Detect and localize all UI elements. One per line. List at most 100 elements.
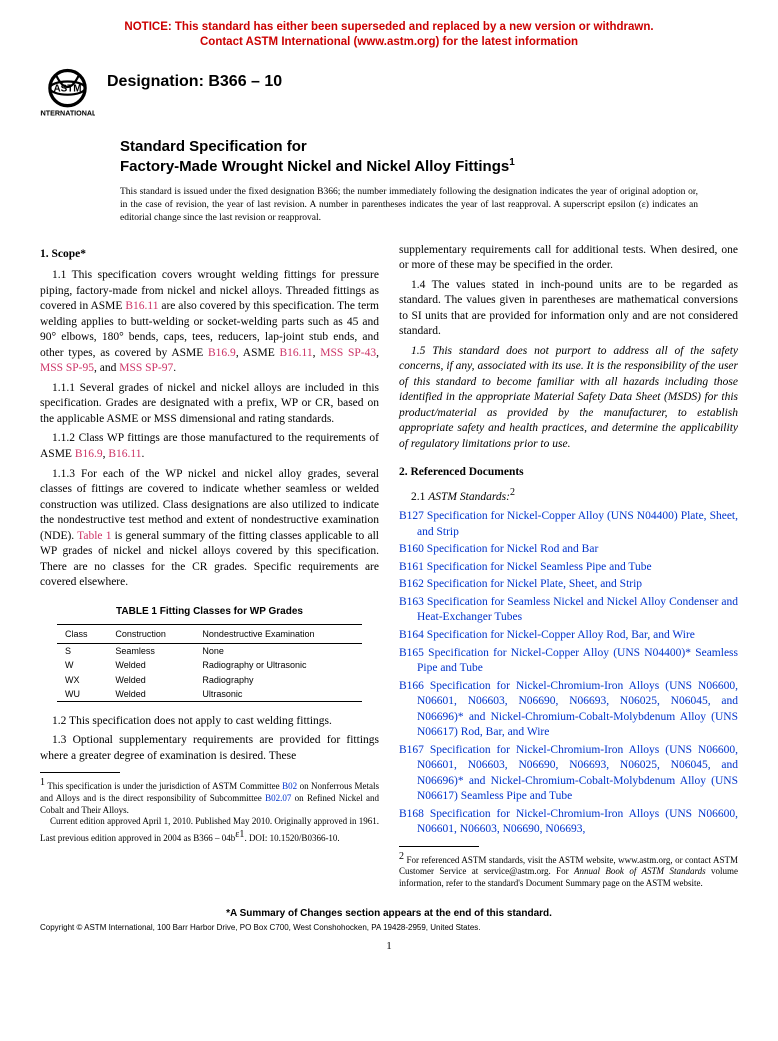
reference-title[interactable]: Specification for Nickel Plate, Sheet, a… <box>424 578 642 590</box>
reference-code-link[interactable]: B161 <box>399 561 424 573</box>
link-b1611b[interactable]: B16.11 <box>280 347 313 359</box>
reference-title[interactable]: Specification for Nickel-Chromium-Iron A… <box>417 744 738 803</box>
notice-line2: Contact ASTM International (www.astm.org… <box>200 36 578 48</box>
table-1-title: TABLE 1 Fitting Classes for WP Grades <box>40 605 379 619</box>
table-header-row: Class Construction Nondestructive Examin… <box>57 625 362 644</box>
table-cell: Welded <box>107 687 194 702</box>
designation: Designation: B366 – 10 <box>107 65 282 91</box>
table-cell: None <box>194 644 362 659</box>
reference-item: B160 Specification for Nickel Rod and Ba… <box>399 542 738 558</box>
svg-text:ASTM: ASTM <box>53 83 81 94</box>
table-cell: Welded <box>107 658 194 672</box>
reference-title[interactable]: Specification for Seamless Nickel and Ni… <box>417 596 738 624</box>
reference-code-link[interactable]: B165 <box>399 647 424 659</box>
table-cell: S <box>57 644 107 659</box>
reference-title[interactable]: Specification for Nickel Seamless Pipe a… <box>424 561 652 573</box>
table-row: WXWeldedRadiography <box>57 673 362 687</box>
para-1-2: 1.2 This specification does not apply to… <box>40 714 379 730</box>
link-table1[interactable]: Table 1 <box>77 530 111 542</box>
link-b1611c[interactable]: B16.11 <box>108 448 141 460</box>
svg-text:INTERNATIONAL: INTERNATIONAL <box>40 109 95 117</box>
right-column: supplementary requirements call for addi… <box>399 243 738 890</box>
reference-code-link[interactable]: B167 <box>399 744 424 756</box>
reference-item: B164 Specification for Nickel-Copper All… <box>399 628 738 644</box>
footnote-rule <box>40 772 120 773</box>
reference-title[interactable]: Specification for Nickel Rod and Bar <box>424 543 598 555</box>
reference-code-link[interactable]: B127 <box>399 510 424 522</box>
table-cell: Seamless <box>107 644 194 659</box>
notice-line1: NOTICE: This standard has either been su… <box>124 21 653 33</box>
page: NOTICE: This standard has either been su… <box>0 0 778 972</box>
reference-item: B161 Specification for Nickel Seamless P… <box>399 560 738 576</box>
th-nde: Nondestructive Examination <box>194 625 362 644</box>
page-number: 1 <box>40 940 738 952</box>
link-b0207[interactable]: B02.07 <box>265 793 291 803</box>
section-2-head: 2. Referenced Documents <box>399 465 738 481</box>
reference-code-link[interactable]: B163 <box>399 596 424 608</box>
reference-item: B165 Specification for Nickel-Copper All… <box>399 646 738 677</box>
para-1-1-1: 1.1.1 Several grades of nickel and nicke… <box>40 381 379 428</box>
footnote-1: 1 This specification is under the jurisd… <box>40 776 379 816</box>
table-1: Class Construction Nondestructive Examin… <box>57 624 362 702</box>
fixed-designation-note: This standard is issued under the fixed … <box>120 186 698 224</box>
table-cell: Ultrasonic <box>194 687 362 702</box>
table-row: WUWeldedUltrasonic <box>57 687 362 702</box>
copyright-line: Copyright © ASTM International, 100 Barr… <box>40 923 738 932</box>
reference-title[interactable]: Specification for Nickel-Copper Alloy (U… <box>417 510 738 538</box>
reference-title[interactable]: Specification for Nickel-Copper Alloy (U… <box>417 647 738 675</box>
para-1-4: 1.4 The values stated in inch-pound unit… <box>399 278 738 340</box>
th-class: Class <box>57 625 107 644</box>
reference-code-link[interactable]: B160 <box>399 543 424 555</box>
table-cell: W <box>57 658 107 672</box>
reference-item: B166 Specification for Nickel-Chromium-I… <box>399 679 738 741</box>
reference-code-link[interactable]: B164 <box>399 629 424 641</box>
footnote-1b: Current edition approved April 1, 2010. … <box>40 816 379 844</box>
reference-item: B167 Specification for Nickel-Chromium-I… <box>399 743 738 805</box>
header-row: INTERNATIONAL ASTM Designation: B366 – 1… <box>40 65 738 120</box>
reference-item: B168 Specification for Nickel-Chromium-I… <box>399 807 738 838</box>
summary-of-changes: *A Summary of Changes section appears at… <box>40 908 738 919</box>
table-row: WWeldedRadiography or Ultrasonic <box>57 658 362 672</box>
para-1-3: 1.3 Optional supplementary requirements … <box>40 733 379 764</box>
title-block: Standard Specification for Factory-Made … <box>120 138 738 177</box>
th-construction: Construction <box>107 625 194 644</box>
reference-item: B127 Specification for Nickel-Copper All… <box>399 509 738 540</box>
footnote-rule-2 <box>399 846 479 847</box>
notice-banner: NOTICE: This standard has either been su… <box>40 20 738 50</box>
para-2-1: 2.1 ASTM Standards:2 <box>399 486 738 505</box>
link-b02[interactable]: B02 <box>282 781 297 791</box>
table-cell: Radiography or Ultrasonic <box>194 658 362 672</box>
link-b1611[interactable]: B16.11 <box>125 300 158 312</box>
reference-title[interactable]: Specification for Nickel-Chromium-Iron A… <box>417 680 738 739</box>
reference-code-link[interactable]: B168 <box>399 808 424 820</box>
table-cell: Radiography <box>194 673 362 687</box>
table-cell: WX <box>57 673 107 687</box>
reference-code-link[interactable]: B166 <box>399 680 424 692</box>
link-b169[interactable]: B16.9 <box>208 347 236 359</box>
two-column-body: 1. Scope* 1.1 This specification covers … <box>40 243 738 890</box>
link-sp43[interactable]: MSS SP-43 <box>320 347 376 359</box>
reference-item: B163 Specification for Seamless Nickel a… <box>399 595 738 626</box>
link-sp95[interactable]: MSS SP-95 <box>40 362 94 374</box>
left-column: 1. Scope* 1.1 This specification covers … <box>40 243 379 890</box>
para-1-1-3: 1.1.3 For each of the WP nickel and nick… <box>40 467 379 591</box>
link-b169b[interactable]: B16.9 <box>75 448 103 460</box>
para-1-1-2: 1.1.2 Class WP fittings are those manufa… <box>40 431 379 462</box>
para-1-5: 1.5 This standard does not purport to ad… <box>399 344 738 453</box>
reference-title[interactable]: Specification for Nickel-Chromium-Iron A… <box>417 808 738 836</box>
title-main: Factory-Made Wrought Nickel and Nickel A… <box>120 157 738 177</box>
table-row: SSeamlessNone <box>57 644 362 659</box>
title-prefix: Standard Specification for <box>120 138 738 157</box>
reference-code-link[interactable]: B162 <box>399 578 424 590</box>
section-1-head: 1. Scope* <box>40 247 379 263</box>
para-1-1: 1.1 This specification covers wrought we… <box>40 268 379 377</box>
table-cell: WU <box>57 687 107 702</box>
reference-title[interactable]: Specification for Nickel-Copper Alloy Ro… <box>424 629 695 641</box>
table-cell: Welded <box>107 673 194 687</box>
astm-logo-icon: INTERNATIONAL ASTM <box>40 65 95 120</box>
reference-item: B162 Specification for Nickel Plate, She… <box>399 577 738 593</box>
footnote-2: 2 For referenced ASTM standards, visit t… <box>399 850 738 890</box>
link-sp97[interactable]: MSS SP-97 <box>119 362 173 374</box>
reference-list: B127 Specification for Nickel-Copper All… <box>399 509 738 837</box>
para-1-3-cont: supplementary requirements call for addi… <box>399 243 738 274</box>
